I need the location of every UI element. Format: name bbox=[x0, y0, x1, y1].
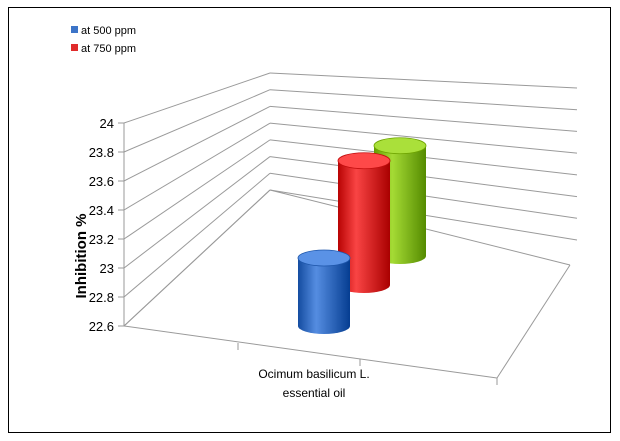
bar-top bbox=[297, 249, 351, 267]
gridline-side bbox=[123, 189, 271, 327]
bar-body bbox=[338, 160, 390, 293]
legend-swatch bbox=[71, 44, 78, 51]
chart-frame bbox=[8, 7, 611, 433]
y-tick-label: 23 bbox=[100, 261, 114, 276]
bar-at-750-ppm bbox=[337, 152, 391, 293]
legend-label: at 750 ppm bbox=[81, 43, 136, 55]
bar-top bbox=[373, 137, 427, 155]
gridline-side bbox=[123, 122, 271, 211]
y-tick-label: 22.8 bbox=[89, 290, 114, 305]
bar-top bbox=[337, 152, 391, 170]
chart-bars bbox=[297, 137, 427, 334]
bar-at-500-ppm bbox=[297, 249, 351, 334]
y-tick-label: 23.6 bbox=[89, 174, 114, 189]
gridline-side bbox=[123, 156, 271, 269]
gridline-side bbox=[123, 172, 271, 298]
bar-body bbox=[298, 258, 350, 334]
y-tick-label: 23.8 bbox=[89, 145, 114, 160]
gridline-back bbox=[269, 89, 578, 111]
floor-right-edge bbox=[496, 264, 571, 379]
y-axis-ticks: 22.6 22.8 23 23.2 23.4 23.6 23.8 24 bbox=[89, 116, 124, 334]
gridline-back bbox=[269, 122, 578, 154]
gridline-back bbox=[269, 72, 578, 89]
gridline-side bbox=[123, 89, 271, 153]
gridline-side bbox=[123, 139, 271, 240]
y-axis-label: Inhibition % bbox=[73, 214, 90, 299]
legend: at 500 ppm at 750 ppm bbox=[71, 25, 136, 55]
gridline-back bbox=[269, 105, 578, 132]
legend-label: at 500 ppm bbox=[81, 25, 136, 37]
floor-front-edge bbox=[123, 325, 498, 379]
gridline-side bbox=[123, 72, 271, 124]
y-tick-label: 22.6 bbox=[89, 319, 114, 334]
y-tick-label: 23.4 bbox=[89, 203, 114, 218]
legend-swatch bbox=[71, 26, 78, 33]
x-category-label-line-2: essential oil bbox=[283, 386, 346, 400]
x-category-label-line-1: Ocimum basilicum L. bbox=[258, 367, 369, 381]
y-tick-label: 24 bbox=[100, 116, 114, 131]
gridline-side bbox=[123, 105, 271, 182]
y-tick-label: 23.2 bbox=[89, 232, 114, 247]
